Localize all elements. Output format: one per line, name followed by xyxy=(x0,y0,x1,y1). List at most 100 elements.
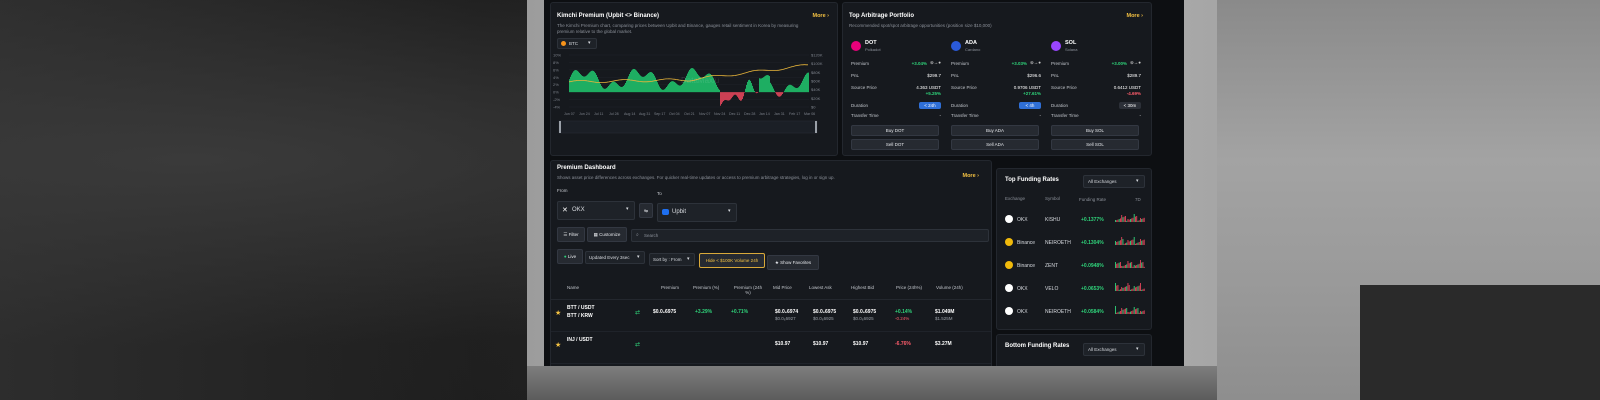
buy-ada-button[interactable]: Buy ADA xyxy=(951,125,1039,136)
funding-exchange: OKX xyxy=(1017,286,1028,292)
premium-bar xyxy=(722,92,723,103)
sell-sol-button[interactable]: Sell SOL xyxy=(1051,139,1139,150)
funding-exchange-select[interactable]: All Exchanges ▾ xyxy=(1083,175,1145,188)
pair-secondary: BTT / KRW xyxy=(567,313,593,319)
live-toggle[interactable]: ● Live xyxy=(557,249,583,264)
funding-row[interactable]: OKX VELO +0.0653% xyxy=(997,280,1151,300)
favorite-star-icon[interactable]: ★ xyxy=(555,310,562,317)
buy-dot-button[interactable]: Buy DOT xyxy=(851,125,939,136)
premium-bar xyxy=(798,87,799,93)
arbitrage-card-dot: DOT Polkadot Premium +3.04% PnL $299.7 Source … xyxy=(849,33,945,151)
sol-coin-icon xyxy=(1051,41,1061,51)
premium-bar xyxy=(688,71,689,93)
column-header[interactable]: Premium xyxy=(661,285,680,290)
premium-bar xyxy=(587,74,588,93)
chevron-down-icon: ▾ xyxy=(1136,346,1139,352)
column-header[interactable]: Mid Price xyxy=(773,285,792,290)
arbitrage-card-sol: SOL Solana Premium +3.00% PnL $289.7 Source Pr… xyxy=(1049,33,1145,151)
table-row[interactable]: ★ BTT / USDT BTT / KRW ⇄ $0.0₆6975 +3.29% +0.7… xyxy=(551,301,991,332)
show-favorites-button[interactable]: ★ Show Favorites xyxy=(767,255,819,270)
update-interval-select[interactable]: Updated Every 3sec ▾ xyxy=(585,251,645,264)
premium-bar xyxy=(627,78,628,93)
cell-volume-secondary: $1.525M xyxy=(935,316,953,321)
transfer-icon: ⇄ xyxy=(635,342,641,348)
card-symbol: SOL xyxy=(1065,40,1077,46)
y-right-tick: $0 xyxy=(811,105,816,110)
premium-bar xyxy=(649,72,650,93)
premium-bar xyxy=(692,68,693,93)
filter-button[interactable]: ☰ Filter xyxy=(557,227,585,242)
premium-bar xyxy=(716,84,717,93)
premium-bar xyxy=(787,86,788,93)
funding-row[interactable]: OKX KISHU +0.1377% xyxy=(997,211,1151,231)
premium-bar xyxy=(640,75,641,93)
premium-bar xyxy=(795,87,796,93)
y-right-tick: $100K xyxy=(811,61,823,66)
card-value-source-price: 0.6412 USDT xyxy=(1113,85,1141,90)
kimchi-chart[interactable]: 10% 8% 6% 4% 2% 0% -2% -4% $120K $100K $80K $60K $40… xyxy=(551,49,837,153)
x-tick: Oct 21 xyxy=(684,112,695,116)
okx-exchange-icon xyxy=(1005,215,1013,223)
to-exchange-select[interactable]: Upbit ▾ xyxy=(657,203,737,222)
cell-price-24h: +0.14% xyxy=(895,309,913,315)
card-value-transfer-time: - xyxy=(1139,113,1142,118)
search-input[interactable]: ⌕ Search xyxy=(631,229,989,242)
column-header[interactable]: Highest Bid xyxy=(851,285,875,290)
portfolio-title: Top Arbitrage Portfolio xyxy=(849,13,914,19)
card-value-transfer-time: - xyxy=(1039,113,1042,118)
funding-row[interactable]: OKX NEIROETH +0.0584% xyxy=(997,303,1151,323)
column-header[interactable]: Volume (24h) xyxy=(936,285,963,290)
btc-price-line xyxy=(568,64,808,83)
monitor-screen: Kimchi Premium (Upbit <> Binance) More ›… xyxy=(544,0,1184,366)
kimchi-more-link[interactable]: More › xyxy=(812,13,829,19)
funding-row[interactable]: Binance NEIROETH +0.1304% xyxy=(997,234,1151,254)
premium-bar xyxy=(683,82,684,93)
card-label-source-price: Source Price xyxy=(951,85,977,90)
premium-bar xyxy=(657,82,658,93)
customize-button[interactable]: ▦ Customize xyxy=(587,227,627,242)
swap-exchanges-button[interactable]: ⇆ xyxy=(639,203,653,218)
column-header[interactable]: Lowest Ask xyxy=(809,285,832,290)
premium-bar xyxy=(732,92,733,97)
y-right-tick: $120K xyxy=(811,53,823,58)
table-row[interactable]: ★ INJ / USDT ⇄ $10.97 $10.97 $10.97 -6.76% $3.2… xyxy=(551,333,991,364)
portfolio-more-link[interactable]: More › xyxy=(1126,13,1143,19)
to-exchange-value: Upbit xyxy=(672,209,687,215)
premium-bar xyxy=(773,88,774,93)
premium-bar xyxy=(606,88,607,93)
sort-value: Sort by : From xyxy=(653,257,682,262)
premium-bar xyxy=(734,92,735,95)
favorite-star-icon[interactable]: ★ xyxy=(555,342,562,349)
premium-bar xyxy=(690,68,691,93)
column-header[interactable]: Premium (24h %) xyxy=(733,285,763,295)
coin-select[interactable]: BTC ▾ xyxy=(557,38,597,49)
hide-low-volume-toggle[interactable]: Hide < $100K Volume 24h xyxy=(699,253,765,268)
monitor-chin xyxy=(527,366,1217,400)
column-header[interactable]: Premium (%) xyxy=(693,285,720,290)
cell-mid-price: $10.97 xyxy=(775,341,791,347)
premium-bar xyxy=(714,80,715,93)
buy-sol-button[interactable]: Buy SOL xyxy=(1051,125,1139,136)
sell-dot-button[interactable]: Sell DOT xyxy=(851,139,939,150)
card-price-change: +27.61% xyxy=(1023,91,1041,96)
from-exchange-select[interactable]: ✕ OKX ▾ xyxy=(557,201,635,220)
card-label-duration: Duration xyxy=(851,103,869,108)
arbitrage-portfolio-panel: Top Arbitrage Portfolio More › Recommend… xyxy=(842,2,1152,156)
bottom-funding-exchange-select[interactable]: All Exchanges ▾ xyxy=(1083,343,1145,356)
premium-bar xyxy=(578,71,579,93)
column-header[interactable]: Price (24h%) xyxy=(896,285,923,290)
premium-bar xyxy=(790,84,791,93)
y-right-tick: $60K xyxy=(811,79,821,84)
column-header[interactable]: Name xyxy=(567,285,580,290)
funding-row[interactable]: Binance ZENT +0.0948% xyxy=(997,257,1151,277)
premium-bar xyxy=(570,76,571,93)
premium-bar xyxy=(608,85,609,93)
sell-ada-button[interactable]: Sell ADA xyxy=(951,139,1039,150)
card-symbol: DOT xyxy=(865,40,877,46)
premium-bar xyxy=(806,73,807,93)
sort-select[interactable]: Sort by : From ▾ xyxy=(649,253,695,266)
dashboard-more-link[interactable]: More › xyxy=(962,173,979,179)
premium-bar xyxy=(737,92,738,97)
search-placeholder: Search xyxy=(644,233,659,238)
funding-exchange: OKX xyxy=(1017,309,1028,315)
